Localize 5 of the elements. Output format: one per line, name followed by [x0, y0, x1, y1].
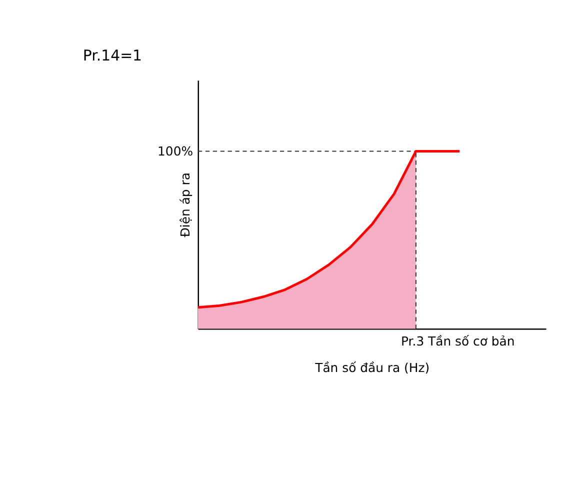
y-axis-title: Điện áp ra [177, 172, 192, 238]
chart-title: Pr.14=1 [82, 46, 142, 64]
x-axis-title: Tần số đầu ra (Hz) [314, 360, 430, 376]
text: Pr.3 Tần số cơ bản [401, 333, 515, 348]
ref-line-label: 100% [158, 143, 194, 158]
